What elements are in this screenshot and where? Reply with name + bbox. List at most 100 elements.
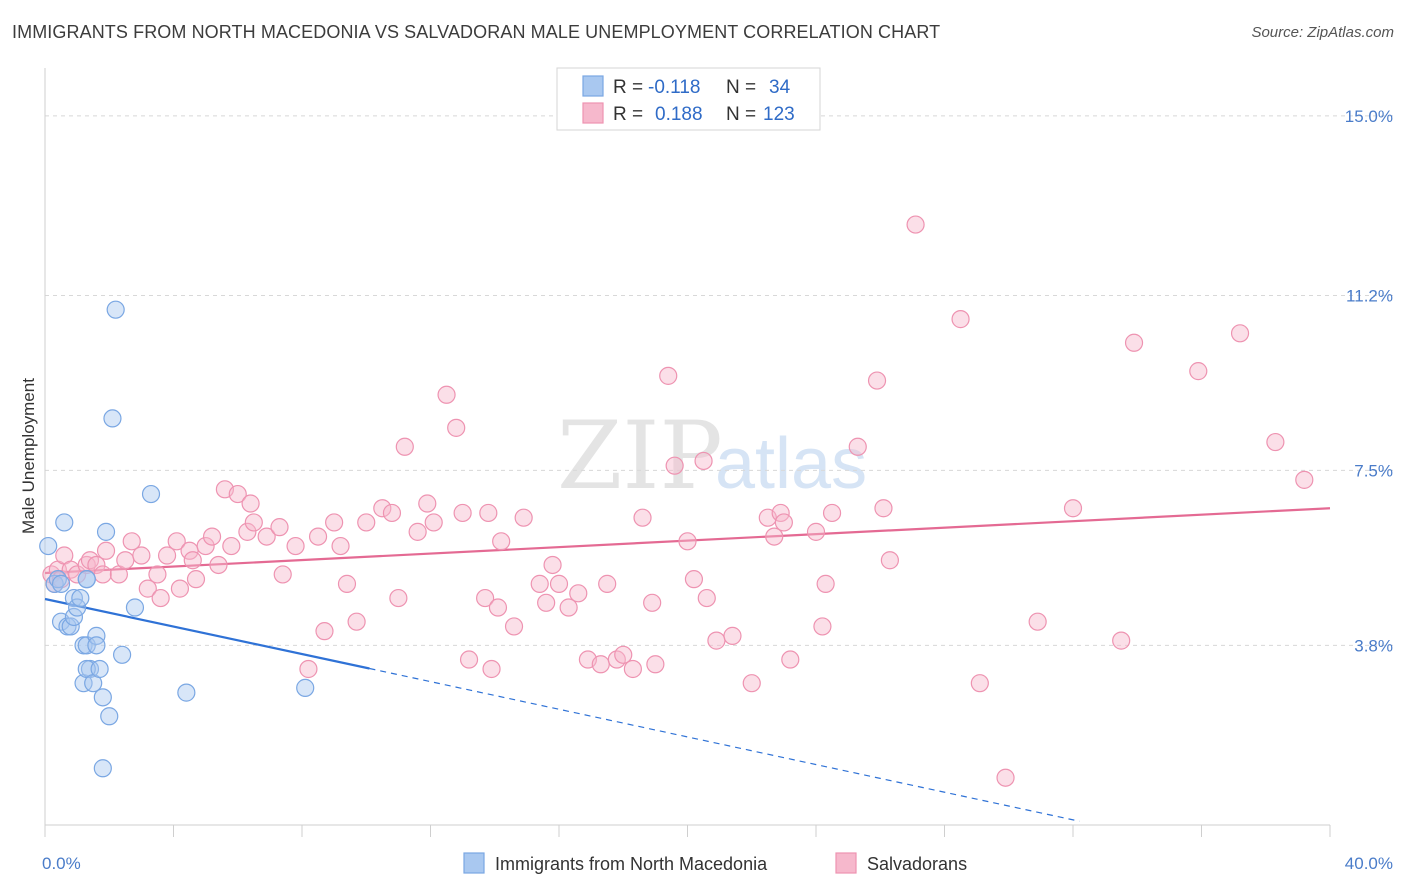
pink-point-107 bbox=[1112, 631, 1131, 650]
pink-point-14 bbox=[122, 532, 141, 551]
blue-point-24 bbox=[93, 688, 112, 707]
pink-point-74 bbox=[614, 645, 633, 664]
pink-point-32 bbox=[238, 522, 257, 541]
blue-point-5 bbox=[55, 513, 74, 532]
pink-point-39 bbox=[308, 527, 328, 546]
legend-n-value-blue: 34 bbox=[769, 77, 791, 98]
pink-point-30 bbox=[228, 484, 247, 504]
pink-point-77 bbox=[643, 593, 662, 612]
pink-point-101 bbox=[906, 215, 925, 234]
blue-point-11 bbox=[71, 588, 90, 608]
legend-row-blue: R = -0.118 N = 34 bbox=[582, 75, 791, 98]
pink-point-69 bbox=[569, 584, 588, 603]
pink-point-34 bbox=[257, 527, 276, 546]
pink-point-51 bbox=[418, 494, 437, 513]
pink-point-57 bbox=[476, 588, 495, 608]
pink-point-89 bbox=[765, 527, 784, 546]
axes bbox=[44, 68, 1331, 837]
pink-point-82 bbox=[684, 570, 704, 589]
pink-point-47 bbox=[382, 503, 402, 523]
bottom-legend-label-pink: Salvadorans bbox=[867, 854, 967, 874]
legend-swatch-blue bbox=[582, 75, 604, 97]
pink-point-68 bbox=[559, 598, 578, 617]
pink-point-18 bbox=[151, 588, 170, 608]
pink-point-49 bbox=[395, 437, 414, 456]
pink-point-85 bbox=[707, 631, 726, 650]
pink-point-105 bbox=[1028, 612, 1047, 631]
pink-point-24 bbox=[186, 570, 206, 589]
x-tick-label-min: 0.0% bbox=[42, 854, 81, 873]
pink-trend-line bbox=[44, 507, 1331, 575]
pink-point-17 bbox=[148, 565, 167, 584]
y-tick-label-3: 15.0% bbox=[1345, 107, 1393, 126]
y-tick-label-0: 3.8% bbox=[1354, 636, 1393, 655]
pink-point-23 bbox=[183, 551, 202, 570]
blue-point-27 bbox=[103, 409, 122, 428]
pink-point-91 bbox=[774, 513, 793, 532]
pink-point-54 bbox=[447, 418, 466, 437]
pink-point-104 bbox=[996, 768, 1015, 787]
legend-r-value-blue: -0.118 bbox=[648, 77, 700, 98]
pink-point-26 bbox=[202, 527, 222, 546]
pink-point-93 bbox=[806, 522, 826, 541]
legend-r-value-pink: 0.188 bbox=[655, 104, 703, 125]
legend-n-label-pink: N = bbox=[726, 104, 756, 125]
pink-point-98 bbox=[867, 371, 887, 390]
pink-point-27 bbox=[209, 555, 228, 575]
pink-point-96 bbox=[822, 503, 842, 523]
pink-point-109 bbox=[1189, 362, 1208, 381]
blue-point-23 bbox=[93, 759, 112, 778]
pink-point-50 bbox=[408, 522, 427, 541]
pink-point-110 bbox=[1230, 324, 1250, 343]
pink-point-21 bbox=[170, 579, 190, 598]
pink-point-81 bbox=[678, 532, 697, 551]
pink-point-43 bbox=[337, 574, 357, 593]
blue-point-0 bbox=[39, 536, 58, 556]
pink-point-35 bbox=[273, 565, 292, 584]
blue-point-26 bbox=[100, 707, 119, 726]
blue-point-4 bbox=[51, 574, 71, 593]
pink-point-31 bbox=[241, 494, 260, 513]
pink-point-38 bbox=[299, 659, 318, 679]
pink-point-84 bbox=[697, 588, 716, 608]
pink-point-87 bbox=[742, 674, 761, 693]
blue-point-32 bbox=[177, 683, 196, 702]
y-tick-label-1: 7.5% bbox=[1354, 461, 1393, 480]
pink-point-95 bbox=[816, 574, 835, 593]
data-points bbox=[39, 215, 1314, 787]
legend-n-value-pink: 123 bbox=[763, 104, 795, 125]
x-tick-labels: 0.0% 40.0% bbox=[42, 854, 1393, 873]
pink-point-36 bbox=[270, 518, 289, 537]
blue-point-14 bbox=[77, 636, 96, 655]
pink-point-63 bbox=[514, 508, 533, 527]
pink-point-108 bbox=[1124, 333, 1144, 352]
trend-lines bbox=[44, 507, 1331, 822]
y-tick-label-2: 11.2% bbox=[1346, 286, 1393, 305]
pink-point-15 bbox=[132, 546, 151, 565]
pink-point-111 bbox=[1266, 432, 1285, 452]
pink-point-44 bbox=[347, 612, 366, 631]
pink-point-78 bbox=[646, 655, 665, 674]
pink-point-94 bbox=[813, 617, 832, 636]
legend-n-label-blue: N = bbox=[726, 77, 756, 98]
pink-point-20 bbox=[167, 532, 186, 551]
blue-point-29 bbox=[112, 645, 132, 664]
pink-point-58 bbox=[479, 503, 498, 523]
pink-point-103 bbox=[970, 674, 989, 693]
blue-point-25 bbox=[96, 522, 116, 541]
pink-point-76 bbox=[633, 508, 652, 527]
legend: R = -0.118 N = 34 R = 0.188 N = 123 bbox=[556, 67, 821, 131]
pink-point-62 bbox=[504, 617, 524, 636]
pink-point-99 bbox=[874, 499, 893, 518]
pink-point-100 bbox=[880, 551, 899, 570]
blue-point-22 bbox=[90, 659, 109, 679]
legend-r-label-blue: R = bbox=[613, 77, 643, 98]
blue-point-21 bbox=[87, 636, 106, 655]
pink-point-29 bbox=[222, 536, 241, 556]
pink-point-13 bbox=[116, 551, 135, 570]
pink-point-33 bbox=[244, 513, 263, 532]
pink-point-48 bbox=[389, 588, 408, 608]
pink-point-60 bbox=[488, 598, 508, 617]
blue-trend-line bbox=[44, 597, 370, 670]
pink-point-106 bbox=[1063, 499, 1083, 518]
